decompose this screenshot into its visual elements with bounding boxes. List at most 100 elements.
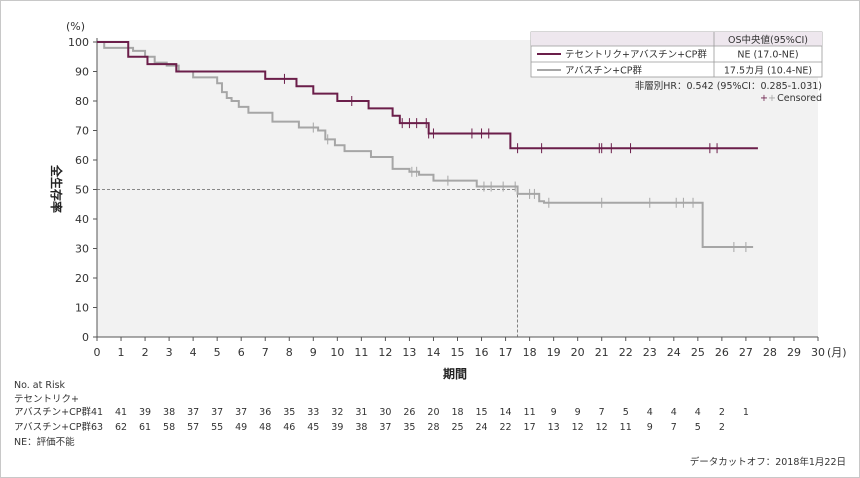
x-tick-label: 25 [691, 346, 705, 359]
x-tick-label: 30 [811, 346, 825, 359]
x-tick-label: 2 [142, 346, 149, 359]
risk-row-2-value: 13 [548, 422, 560, 433]
risk-row-1-value: 9 [551, 407, 557, 418]
risk-row-1-value: 15 [475, 407, 487, 418]
y-tick-label: 50 [75, 184, 89, 197]
x-tick-label: 23 [643, 346, 657, 359]
legend-label-2: アバスチン+CP群 [565, 65, 642, 77]
x-tick-label: 21 [595, 346, 609, 359]
risk-table-footnote: NE：評価不能 [14, 436, 75, 448]
risk-row-1-value: 37 [211, 407, 223, 418]
x-tick-label: 7 [262, 346, 269, 359]
risk-row-2-value: 57 [187, 422, 199, 433]
risk-row-2-value: 38 [355, 422, 367, 433]
risk-row-2-value: 45 [307, 422, 319, 433]
x-tick-label: 5 [214, 346, 221, 359]
series-line-1 [97, 41, 758, 150]
risk-row-1-value: 38 [163, 407, 175, 418]
risk-row-1-value: 20 [427, 407, 439, 418]
x-tick-label: 1 [118, 346, 125, 359]
risk-row-2-value: 39 [331, 422, 343, 433]
x-tick-label: 27 [739, 346, 753, 359]
risk-row-2-value: 5 [695, 422, 701, 433]
risk-row-2-value: 28 [427, 422, 439, 433]
censored-symbol-1: + [760, 93, 768, 104]
y-tick-label: 10 [75, 302, 89, 315]
risk-row-1-value: 26 [403, 407, 415, 418]
risk-row-2-value: 2 [719, 422, 725, 433]
risk-row-1-value: 9 [575, 407, 581, 418]
data-cutoff-text: データカットオフ：2018年1月22日 [690, 456, 846, 468]
x-tick-label: 13 [402, 346, 416, 359]
risk-row-1-label-line2: アバスチン+CP群 [14, 406, 91, 418]
risk-row-1-value: 14 [500, 407, 512, 418]
legend-header-bg-left [531, 32, 714, 46]
y-tick-label: 40 [75, 213, 89, 226]
risk-row-2-value: 12 [596, 422, 608, 433]
risk-row-1-value: 41 [115, 407, 127, 418]
risk-row-1-value: 30 [379, 407, 391, 418]
risk-row-1-value: 7 [599, 407, 605, 418]
censored-text: Censored [777, 93, 822, 104]
risk-row-1-value: 2 [719, 407, 725, 418]
x-tick-label: 10 [330, 346, 344, 359]
x-tick-label: 17 [499, 346, 513, 359]
x-axis-title: 期間 [443, 366, 467, 381]
x-tick-label: 0 [94, 346, 101, 359]
risk-row-2-value: 22 [500, 422, 512, 433]
censored-symbol-2: + [768, 93, 776, 104]
risk-row-1-value: 33 [307, 407, 319, 418]
x-tick-label: 24 [667, 346, 681, 359]
y-tick-label: 80 [75, 95, 89, 108]
risk-row-2-value: 55 [211, 422, 223, 433]
x-tick-label: 4 [190, 346, 197, 359]
risk-row-2-value: 46 [283, 422, 295, 433]
risk-row-1-value: 31 [355, 407, 367, 418]
legend-label-1: テセントリク+アバスチン+CP群 [565, 49, 707, 61]
risk-row-1-value: 4 [695, 407, 701, 418]
x-tick-label: 12 [378, 346, 392, 359]
risk-row-1-value: 36 [259, 407, 271, 418]
risk-row-1-value: 1 [743, 407, 749, 418]
risk-row-2-value: 12 [572, 422, 584, 433]
y-unit-label: (%) [66, 20, 85, 33]
risk-row-1-value: 32 [331, 407, 343, 418]
risk-row-2-value: 11 [620, 422, 632, 433]
risk-row-2-value: 7 [671, 422, 677, 433]
x-unit-label: (月) [827, 346, 847, 359]
risk-row-2-value: 62 [115, 422, 127, 433]
plot-area [97, 40, 818, 337]
x-tick-label: 16 [475, 346, 489, 359]
y-axis-title: 全生存率 [49, 164, 64, 213]
y-tick-label: 60 [75, 154, 89, 167]
x-tick-label: 22 [619, 346, 633, 359]
x-tick-label: 28 [763, 346, 777, 359]
x-tick-label: 8 [286, 346, 293, 359]
y-tick-label: 20 [75, 272, 89, 285]
x-tick-label: 18 [523, 346, 537, 359]
x-tick-label: 20 [571, 346, 585, 359]
risk-row-2-value: 61 [139, 422, 151, 433]
y-tick-label: 90 [75, 66, 89, 79]
risk-row-2-value: 63 [91, 422, 103, 433]
risk-row-2-label: アバスチン+CP群 [14, 421, 91, 433]
risk-row-1-value: 41 [91, 407, 103, 418]
x-tick-label: 3 [166, 346, 173, 359]
risk-row-1-value: 39 [139, 407, 151, 418]
x-tick-label: 29 [787, 346, 801, 359]
x-tick-label: 11 [354, 346, 368, 359]
x-tick-label: 14 [426, 346, 440, 359]
risk-table-title: No. at Risk [14, 380, 66, 391]
risk-row-1-value: 37 [235, 407, 247, 418]
risk-row-1-value: 5 [623, 407, 629, 418]
legend-median-1: NE (17.0-NE) [737, 50, 798, 61]
x-tick-label: 26 [715, 346, 729, 359]
y-tick-label: 30 [75, 243, 89, 256]
risk-row-2-value: 24 [475, 422, 487, 433]
risk-row-2-value: 37 [379, 422, 391, 433]
risk-row-2-value: 48 [259, 422, 271, 433]
legend-header-bg [714, 32, 822, 46]
hazard-ratio-text: 非層別HR：0.542 (95%CI：0.285-1.031) [635, 80, 822, 92]
risk-row-1-value: 35 [283, 407, 295, 418]
